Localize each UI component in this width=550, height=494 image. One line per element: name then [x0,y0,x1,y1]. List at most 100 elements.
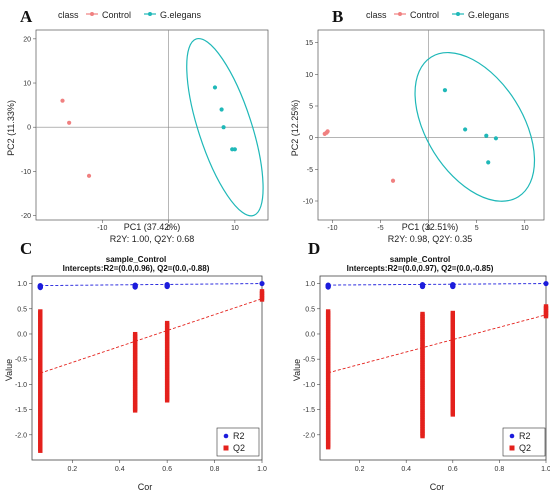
panel-b: B class Control G.elegans -10 -5 0 5 10 -10 -5… [290,7,545,244]
panel-c: C sample_Control Intercepts:R2=(0.0,0.96… [4,239,267,492]
y-tick-label-b: -5 [307,167,313,174]
r2-point-d [543,280,549,287]
legend-label-q2-d: Q2 [519,443,531,453]
q2-point-c [259,289,265,294]
subtitle-d: Intercepts:R2=(0.0,0.97), Q2=(0.0,-0.85) [347,264,494,273]
x-tick-label-c: 0.2 [67,466,77,473]
legend-label-gelegans-b: G.elegans [468,10,510,20]
x-tick-label-c: 0.6 [162,466,172,473]
legend-marker-r2-c [223,433,229,439]
x-tick-label-d: 0.6 [448,466,458,473]
y-tick-label-a: -20 [21,213,31,220]
x-tick-label-d: 0.4 [401,466,411,473]
y-tick-label-d: 1.0 [305,281,315,288]
r2-point-c [132,284,138,290]
x-axis-label-c: Cor [138,482,153,492]
plot-frame-c [31,275,263,461]
point-gelegans-b [484,133,489,138]
point-control-a [60,98,65,103]
y-axis-label-d: Value [292,359,302,381]
point-control-a [86,173,92,178]
point-gelegans-a [219,107,224,112]
x-tick-label-d: 0.2 [355,466,365,473]
q2-point-d [325,309,331,314]
legend-label-r2-d: R2 [519,431,531,441]
y-tick-label-d: -0.5 [303,357,315,364]
y-tick-label-b: 10 [305,72,313,79]
y-tick-label-c: 1.0 [17,281,27,288]
plot-frame-d [319,275,547,461]
y-axis-label-c: Value [4,359,14,381]
r2-regression-line-d [328,283,547,286]
point-gelegans-b [493,136,499,141]
x-axis-label-a: PC1 (37.42%) [124,222,181,232]
y-tick-label-c: 0.5 [17,306,27,313]
y-tick-label-b: 0 [309,135,313,142]
y-tick-label-c: -0.5 [15,357,27,364]
title-d: sample_Control [390,255,450,264]
point-gelegans-a [232,147,237,152]
legend-marker-gelegans-a [148,12,152,16]
legend-title-b: class [366,10,387,20]
x-tick-label-d: 1.0 [541,466,550,473]
y-axis-label-a: PC2 (11.33%) [6,100,16,156]
panel-d: D sample_Control Intercepts:R2=(0.0,0.97… [292,239,550,492]
panel-letter-d: D [308,239,320,258]
x-tick-label-b: -5 [377,225,383,232]
point-gelegans-b [442,88,448,93]
y-tick-label-c: 0.0 [17,331,27,338]
legend-label-q2-c: Q2 [233,443,245,453]
point-gelegans-b [463,127,468,132]
confidence-ellipse-b [414,51,536,202]
x-tick-label-b: 10 [521,225,529,232]
x-tick-label-c: 1.0 [257,466,267,473]
legend-label-control-b: Control [410,10,439,20]
x-tick-label-b: 0 [427,225,431,232]
subtitle-c: Intercepts:R2=(0.0,0.96), Q2=(0.0,-0.88) [63,264,210,273]
r2-regression-line-c [40,283,263,287]
q2-point-c [164,320,170,325]
y-tick-label-c: -1.0 [15,382,27,389]
y-tick-label-c: -2.0 [15,432,27,439]
y-tick-label-b: 5 [309,104,313,111]
point-control-b [390,178,396,183]
q2-regression-line-c [40,298,263,374]
r2-point-d [450,283,456,290]
legend-marker-control-a [90,12,94,16]
legend-box-d [502,427,546,457]
plot-area-b: -10 -5 0 5 10 -10 -5 0 5 10 15 [303,29,545,232]
legend-marker-gelegans-b [456,12,460,16]
panel-letter-b: B [332,7,343,26]
y-tick-label-b: 15 [305,40,313,47]
y-tick-label-d: -1.0 [303,382,315,389]
point-gelegans-b [486,160,491,165]
panel-letter-a: A [20,7,33,26]
legend-marker-control-b [398,12,402,16]
y-tick-label-d: 0.0 [305,331,315,338]
plot-area-d: 0.2 0.4 0.6 0.8 1.0 -2.0 -1.5 -1.0 -0.5 0.0 0.5 1.0 [303,275,550,473]
x-axis-label-d: Cor [430,482,445,492]
q2-point-c [38,309,43,314]
point-control-a [67,120,72,125]
point-gelegans-a [221,125,226,130]
y-tick-label-d: 0.5 [305,306,315,313]
legend-label-control-a: Control [102,10,131,20]
y-tick-label-a: -10 [21,169,31,176]
x-tick-label-a: 0 [167,225,171,232]
point-control-b [325,129,330,134]
y-tick-label-b: -10 [303,199,313,206]
y-tick-label-d: -1.5 [303,407,315,414]
legend-title-a: class [58,10,79,20]
x-tick-label-b: 5 [475,225,479,232]
x-tick-label-a: -10 [97,225,107,232]
x-tick-label-a: 10 [231,225,239,232]
x-tick-label-d: 0.8 [495,466,505,473]
x-tick-label-c: 0.8 [210,466,220,473]
plot-frame-b [317,29,545,221]
y-tick-label-a: 0 [27,125,31,132]
q2-point-d [450,310,456,315]
r2-point-c [259,280,265,287]
legend-label-gelegans-a: G.elegans [160,10,202,20]
panel-a: A class Control G.elegans -10 0 10 -20 -10 0 1… [6,7,269,244]
